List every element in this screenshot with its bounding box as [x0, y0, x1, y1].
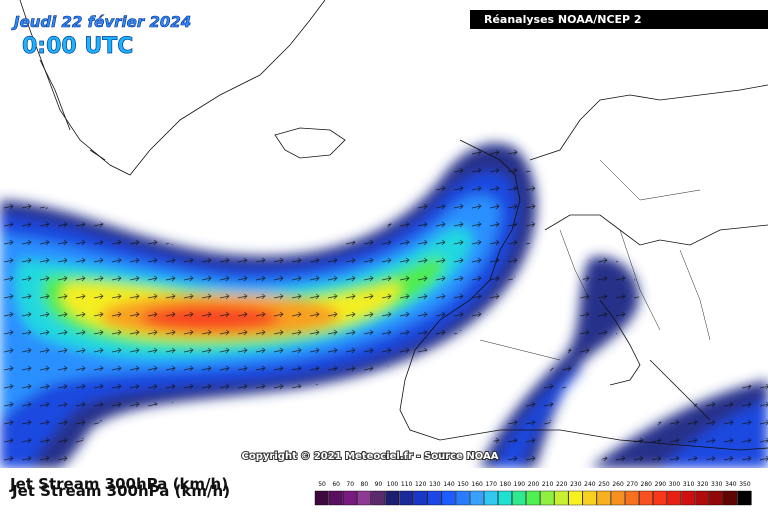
legend-swatch: [667, 490, 682, 506]
legend-tick: 170: [485, 481, 497, 488]
legend-swatch: [385, 490, 400, 506]
legend-tick: 310: [683, 481, 695, 488]
legend-tick: 250: [598, 481, 610, 488]
legend-tick: 350: [739, 481, 751, 488]
legend-tick: 70: [346, 481, 354, 488]
legend-swatch: [709, 490, 724, 506]
legend-tick: 150: [457, 481, 469, 488]
legend-swatch: [342, 490, 357, 506]
legend-swatch: [582, 490, 597, 506]
legend-tick: 140: [443, 481, 455, 488]
legend-swatch: [653, 490, 668, 506]
legend-swatch: [639, 490, 653, 506]
legend-swatch: [568, 490, 583, 506]
legend-tick: 190: [514, 481, 526, 488]
legend-tick: 340: [725, 481, 737, 488]
legend-swatch: [413, 490, 428, 506]
legend-tick: 300: [669, 481, 681, 488]
legend-swatch: [610, 490, 625, 506]
legend-swatch: [681, 490, 696, 506]
footer-shadow: Jet Stream 300hPa (km/h): [11, 482, 230, 500]
legend-swatch: [695, 490, 710, 506]
legend-tick: 210: [542, 481, 554, 488]
color-legend: 50 60 70 80 90 100 110 120 130 140 150 160 170 180 190…: [314, 481, 752, 506]
legend-swatch: [399, 490, 414, 506]
legend-swatch: [455, 490, 470, 506]
legend-tick: 60: [332, 481, 340, 488]
footer-label: Jet Stream 300hPa (km/h): [9, 475, 228, 493]
legend-swatch: [723, 490, 738, 506]
legend-swatch: [469, 490, 484, 506]
legend-swatch: [540, 490, 555, 506]
legend-swatch: [596, 490, 611, 506]
legend-tick: 90: [375, 481, 383, 488]
source-box: [470, 10, 768, 29]
legend-tick: 130: [429, 481, 441, 488]
legend-tick: 100: [387, 481, 399, 488]
legend-tick: 80: [361, 481, 369, 488]
legend-tick: 110: [401, 481, 413, 488]
legend-swatch: [314, 490, 329, 506]
legend-swatch: [624, 490, 639, 506]
legend-tick: 50: [318, 481, 326, 488]
legend-swatch: [554, 490, 569, 506]
legend-tick: 280: [641, 481, 653, 488]
legend-swatch: [526, 490, 541, 506]
legend-tick: 120: [415, 481, 427, 488]
legend-swatch: [512, 490, 527, 506]
legend-tick: 220: [556, 481, 568, 488]
legend-tick: 160: [471, 481, 483, 488]
legend-tick: 180: [500, 481, 512, 488]
source-label: Réanalyses NOAA/NCEP 2: [484, 13, 642, 26]
legend-swatch: [483, 490, 498, 506]
legend-swatch: [371, 490, 386, 506]
time-label: 0:00 UTC: [22, 34, 133, 59]
legend-tick: 240: [584, 481, 596, 488]
legend-swatch: [427, 490, 442, 506]
legend-swatch: [328, 490, 343, 506]
legend-tick: 320: [697, 481, 709, 488]
legend-tick: 260: [612, 481, 624, 488]
legend-swatch: [357, 490, 371, 506]
legend-tick: 230: [570, 481, 582, 488]
copyright: Copyright © 2021 Meteociel.fr - Source N…: [242, 451, 499, 462]
legend-tick: 270: [626, 481, 638, 488]
coastlines: [19, 0, 768, 451]
legend-swatch: [498, 490, 512, 506]
legend-tick: 330: [711, 481, 723, 488]
legend-tick: 290: [655, 481, 667, 488]
map-layer: [0, 0, 768, 468]
legend-tick: 200: [528, 481, 540, 488]
date-label: Jeudi 22 février 2024: [11, 13, 191, 31]
legend-swatch: [441, 490, 456, 506]
legend-swatch: [737, 490, 752, 506]
